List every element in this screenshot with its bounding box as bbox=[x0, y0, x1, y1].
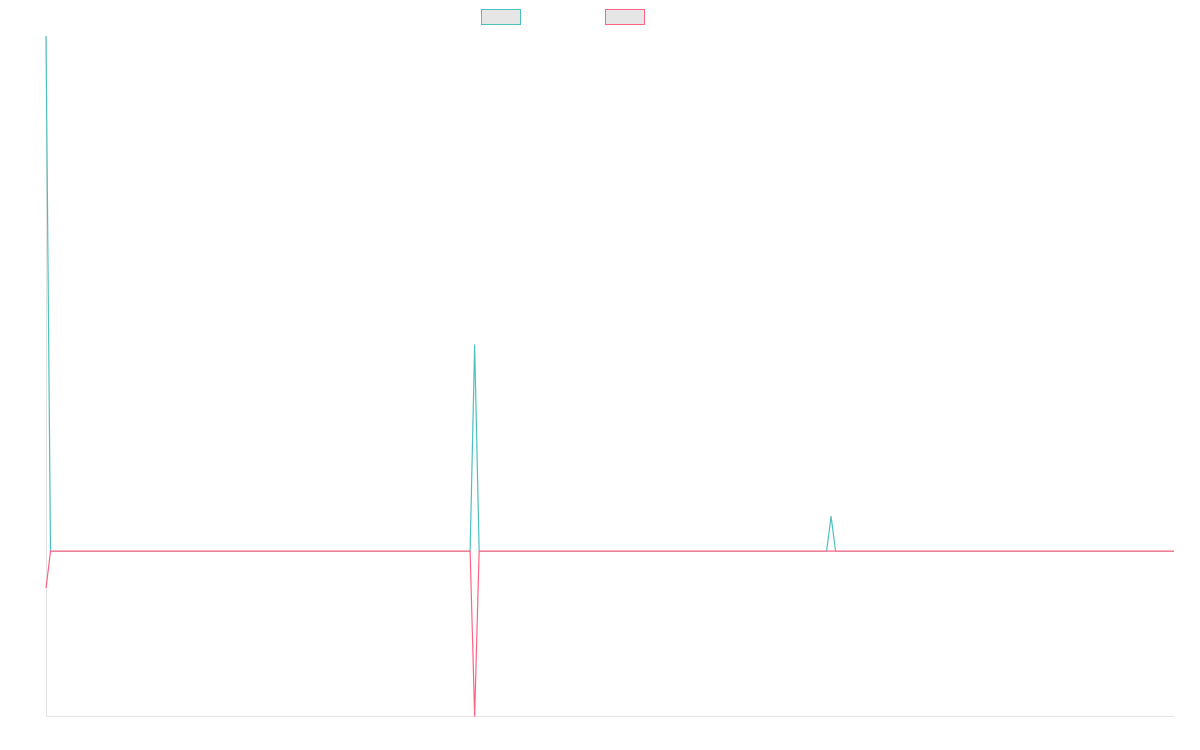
legend-swatch-series-2[interactable] bbox=[605, 9, 645, 25]
series-line-1 bbox=[45, 35, 1174, 552]
legend-swatch-series-1[interactable] bbox=[481, 9, 521, 25]
series-line-2 bbox=[45, 550, 1174, 717]
series-layer bbox=[45, 35, 1174, 717]
